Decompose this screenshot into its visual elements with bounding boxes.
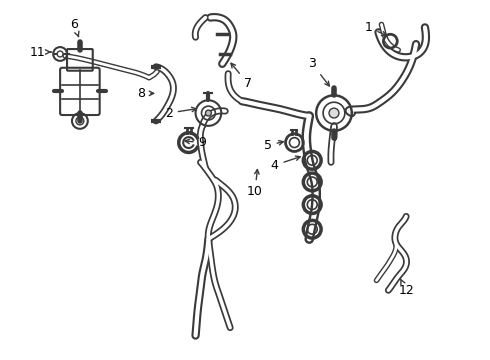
Text: 5: 5: [264, 139, 283, 152]
Text: 9: 9: [185, 136, 206, 149]
Text: 12: 12: [398, 279, 414, 297]
Circle shape: [329, 108, 339, 118]
Text: 10: 10: [247, 170, 263, 198]
Circle shape: [205, 110, 211, 116]
Text: 8: 8: [137, 87, 154, 100]
Text: 6: 6: [70, 18, 79, 37]
Text: 11: 11: [29, 45, 51, 59]
Text: 3: 3: [308, 57, 329, 86]
Text: 2: 2: [165, 107, 196, 120]
Text: 7: 7: [231, 63, 252, 90]
Text: 4: 4: [270, 156, 300, 172]
Text: 1: 1: [365, 21, 387, 36]
